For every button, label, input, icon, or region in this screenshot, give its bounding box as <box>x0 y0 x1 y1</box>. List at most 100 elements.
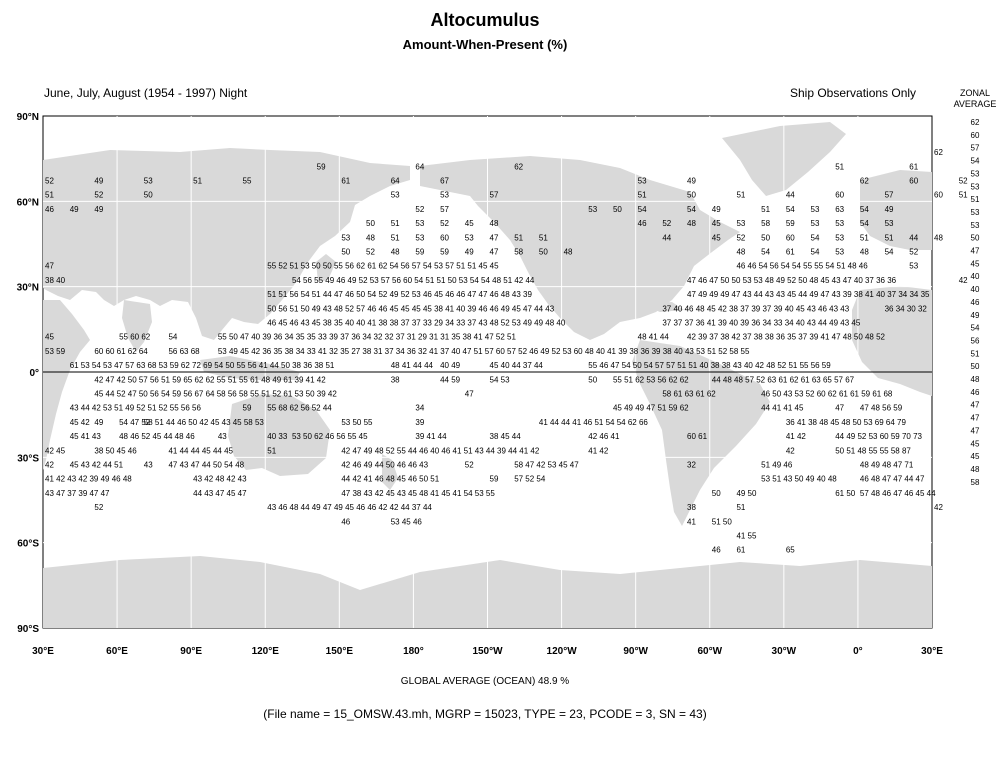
grid-value: 55 <box>243 176 252 185</box>
grid-value: 67 <box>440 176 449 185</box>
grid-value: 53 45 46 <box>391 517 423 526</box>
grid-value: 53 <box>835 219 844 228</box>
grid-value: 45 <box>712 233 721 242</box>
grid-value: 47 <box>490 233 499 242</box>
grid-value: 60 <box>440 233 449 242</box>
grid-value: 51 <box>514 233 523 242</box>
grid-value: 62 <box>514 162 523 171</box>
grid-value: 53 <box>465 233 474 242</box>
grid-value: 55 52 51 53 50 50 55 56 62 61 62 54 56 5… <box>267 262 499 271</box>
grid-value: 50 56 51 50 49 43 48 52 57 46 46 45 45 4… <box>267 304 554 313</box>
grid-value: 54 <box>885 247 894 256</box>
grid-values-layer: 62 59 64 62 51 61 52 49 53 51 55 61 64 67 53 49 62 60 52 51… <box>45 148 968 555</box>
grid-value: 52 <box>45 176 54 185</box>
zonal-average-value: 45 <box>971 259 980 268</box>
grid-value: 60 <box>909 176 918 185</box>
grid-value: 55 68 62 56 52 44 <box>267 404 332 413</box>
zonal-average-value: 53 <box>971 208 980 217</box>
grid-value: 54 56 55 49 46 49 52 53 57 56 60 54 51 5… <box>292 276 535 285</box>
grid-value: 51 <box>391 233 400 242</box>
grid-value: 44 41 41 45 <box>761 404 804 413</box>
grid-value: 41 55 <box>736 531 757 540</box>
grid-value: 53 <box>144 176 153 185</box>
grid-value: 50 <box>761 233 770 242</box>
grid-value: 47 <box>45 262 54 271</box>
grid-value: 52 <box>736 233 745 242</box>
grid-value: 61 50 <box>835 489 856 498</box>
grid-value: 44 43 47 45 47 <box>193 489 247 498</box>
grid-value: 59 <box>490 475 499 484</box>
grid-value: 51 <box>736 191 745 200</box>
grid-value: 61 <box>736 546 745 555</box>
longitude-label: 120°E <box>252 646 280 657</box>
grid-value: 51 <box>959 191 968 200</box>
grid-value: 42 <box>959 276 968 285</box>
grid-value: 51 <box>638 191 647 200</box>
grid-value: 51 <box>860 233 869 242</box>
grid-value: 52 <box>909 247 918 256</box>
grid-value: 53 <box>909 262 918 271</box>
zonal-average-value: 45 <box>971 439 980 448</box>
grid-value: 43 46 48 44 49 47 49 45 46 46 42 42 44 3… <box>267 503 432 512</box>
zonal-average-header: ZONAL AVERAGE <box>950 88 998 110</box>
grid-value: 49 <box>94 418 103 427</box>
land-south-america <box>632 340 770 526</box>
grid-value: 49 <box>94 205 103 214</box>
grid-value: 45 43 42 44 51 <box>70 460 124 469</box>
grid-value: 50 <box>613 205 622 214</box>
land-india <box>122 300 152 352</box>
zonal-header-line-2: AVERAGE <box>953 99 997 109</box>
longitude-label: 90°W <box>623 646 648 657</box>
zonal-average-value: 45 <box>971 452 980 461</box>
grid-value: 44 49 52 53 60 59 70 73 <box>835 432 922 441</box>
grid-value: 53 <box>440 191 449 200</box>
grid-value: 64 <box>391 176 400 185</box>
grid-value: 45 <box>45 333 54 342</box>
zonal-average-value: 51 <box>971 195 980 204</box>
grid-value: 40 33 <box>267 432 288 441</box>
grid-value: 50 51 48 55 55 58 87 <box>835 446 911 455</box>
grid-value: 53 50 62 46 56 55 45 <box>292 432 368 441</box>
grid-value: 58 <box>761 219 770 228</box>
grid-value: 40 49 <box>440 361 461 370</box>
zonal-average-value: 51 <box>971 349 980 358</box>
grid-value: 51 <box>885 233 894 242</box>
grid-value: 54 <box>811 247 820 256</box>
grid-value: 51 <box>835 162 844 171</box>
grid-value: 61 53 54 53 47 57 63 68 53 59 62 72 69 5… <box>70 361 335 370</box>
grid-value: 51 49 46 <box>761 460 793 469</box>
latitude-label: 0° <box>29 368 39 379</box>
grid-value: 45 <box>712 219 721 228</box>
grid-value: 41 42 43 42 39 49 46 48 <box>45 475 132 484</box>
grid-value: 42 45 <box>45 446 66 455</box>
grid-value: 50 <box>588 375 597 384</box>
grid-value: 46 <box>638 219 647 228</box>
grid-value: 60 61 <box>687 432 708 441</box>
land-australia <box>228 394 330 476</box>
land-west-africa <box>852 286 932 396</box>
grid-value: 50 <box>366 219 375 228</box>
grid-value: 58 61 63 61 62 <box>662 389 716 398</box>
grid-value: 45 40 44 37 44 <box>490 361 544 370</box>
grid-value: 42 46 49 44 50 46 46 43 <box>341 460 428 469</box>
latitude-label: 90°N <box>17 112 39 123</box>
grid-value: 53 <box>835 247 844 256</box>
longitude-label: 60°E <box>106 646 128 657</box>
grid-value: 53 59 <box>45 347 66 356</box>
grid-value: 47 38 43 42 45 43 45 48 41 45 41 54 53 5… <box>341 489 495 498</box>
grid-value: 43 47 37 39 47 47 <box>45 489 110 498</box>
grid-value: 45 42 <box>70 418 91 427</box>
grid-value: 50 <box>712 489 721 498</box>
grid-value: 48 <box>391 247 400 256</box>
latitude-label: 30°N <box>17 283 39 294</box>
grid-value: 44 <box>786 191 795 200</box>
zonal-average-value: 48 <box>971 375 980 384</box>
grid-value: 32 <box>687 460 696 469</box>
zonal-average-value: 53 <box>971 169 980 178</box>
grid-value: 61 <box>909 162 918 171</box>
grid-value: 54 <box>638 205 647 214</box>
grid-value: 41 42 <box>588 446 609 455</box>
grid-value: 53 <box>341 233 350 242</box>
latitude-label: 60°N <box>17 197 39 208</box>
longitude-label: 150°E <box>326 646 354 657</box>
